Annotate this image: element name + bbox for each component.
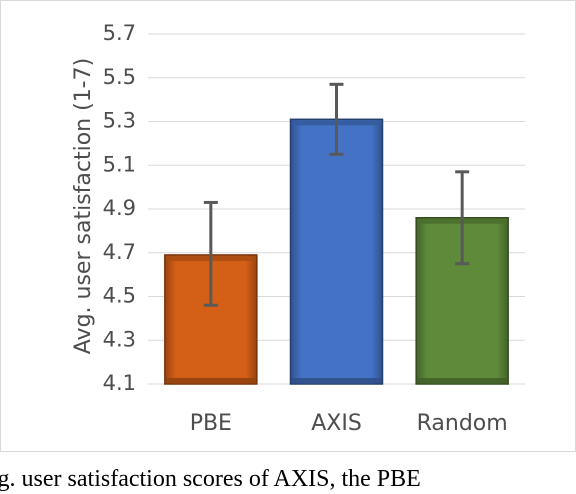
y-tick-label: 4.5 [103,284,136,308]
error-bar-pbe [203,200,218,307]
y-tick-label: 4.9 [103,196,136,220]
error-bar-random [455,170,470,266]
y-tick-labels: 4.1 4.3 4.5 4.7 4.9 5.1 5.3 5.5 5.7 [103,21,136,395]
error-bar-axis [329,82,344,156]
x-tick-label-pbe: PBE [190,411,232,436]
bar-bottom-bevel [417,378,508,383]
bar-axis [289,118,384,385]
x-tick-label-axis: AXIS [311,411,362,436]
error-bars [203,82,470,307]
bars [164,118,509,385]
x-tick-label-random: Random [417,411,508,436]
bar-bottom-bevel [165,378,256,383]
y-axis-title: Avg. user satisfaction (1-7) [71,58,96,354]
y-tick-label: 4.7 [103,240,136,264]
y-tick-label: 5.7 [103,21,136,45]
bar-bottom-bevel [291,378,382,383]
y-tick-label: 4.3 [103,327,136,351]
y-tick-label: 5.1 [103,152,136,176]
y-tick-label: 5.5 [103,65,136,89]
y-tick-label: 5.3 [103,109,136,133]
x-tick-labels: PBE AXIS Random [190,411,508,436]
y-tick-label: 4.1 [103,371,136,395]
figure-caption: Avg. user satisfaction scores of AXIS, t… [0,466,421,492]
bar-body [289,118,384,385]
